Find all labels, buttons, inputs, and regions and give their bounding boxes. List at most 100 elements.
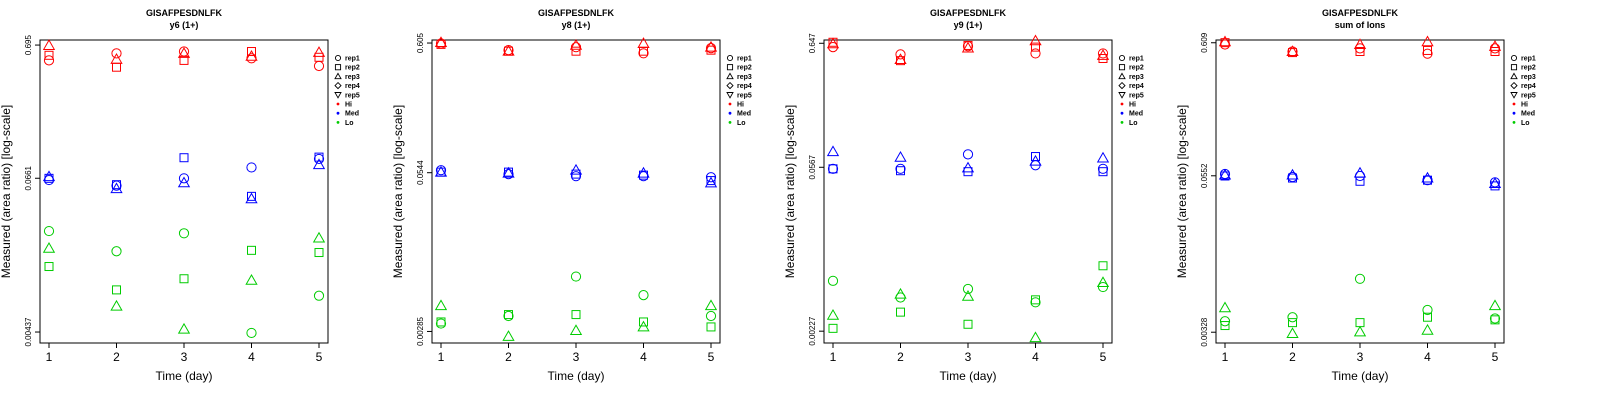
data-point-lo-rep1 [313,290,325,301]
data-point-med-rep3 [1286,168,1299,180]
chart-panel-2: GISAFPESDNLFK y8 (1+) 1 2 3 4 5 0.00285 0.0544 0.… [391,8,752,383]
data-point-lo-rep3 [894,287,907,299]
data-point-med-rep3 [110,182,123,194]
x-tick-label: 2 [897,350,904,364]
legend-label: rep2 [737,65,752,72]
legend-label: rep5 [737,92,752,99]
data-point-med-rep1 [503,169,514,180]
x-tick-label: 1 [438,350,445,364]
legend-label: Lo [737,120,746,127]
chart-title: GISAFPESDNLFK [930,8,1007,18]
x-tick-label: 5 [1100,350,1107,364]
data-point-lo-rep2 [112,285,121,295]
legend-symbol [726,54,734,62]
legend-symbol [1510,54,1518,62]
legend-color-dot [1120,102,1124,106]
legend-color-dot [1120,121,1124,124]
legend-symbol [1118,81,1126,90]
legend-label: rep5 [345,92,360,99]
data-point-med-rep1 [1219,168,1231,180]
data-point-med-rep3 [312,158,326,170]
legend-label: rep2 [1129,65,1144,72]
legend: rep1 rep2 rep3 rep4 rep5 Hi Med Lo [1118,54,1144,127]
legend-label: rep4 [737,83,752,90]
y-tick-label: 0.609 [1200,32,1209,53]
data-point-med-rep1 [827,163,839,174]
data-point-lo-rep1 [246,327,257,339]
data-point-hi-rep3 [1218,35,1232,47]
legend: rep1 rep2 rep3 rep4 rep5 Hi Med Lo [726,54,752,127]
x-axis-label: Time (day) [548,369,605,383]
data-point-lo-rep3 [961,290,975,301]
data-point-hi-rep3 [894,53,907,65]
y-tick-label: 0.00328 [1200,317,1209,346]
data-point-lo-rep2 [179,274,189,284]
data-point-hi-rep3 [42,39,56,50]
data-point-lo-rep3 [1029,331,1042,343]
data-point-hi-rep1 [638,48,649,59]
data-point-lo-rep1 [1219,316,1231,327]
data-point-med-rep3 [1096,151,1110,163]
legend-symbol [1510,81,1518,90]
x-tick-label: 2 [505,350,512,364]
data-point-med-rep2 [896,166,905,176]
legend-color-dot [728,111,732,115]
legend-symbol [726,92,734,99]
data-point-med-rep1 [435,165,447,176]
data-point-lo-rep3 [42,241,56,253]
data-point-lo-rep3 [826,309,840,320]
data-point-hi-rep3 [177,47,191,58]
legend-label: Hi [1129,102,1136,109]
data-point-hi-rep1 [705,43,717,54]
legend-label: rep5 [1521,92,1536,99]
legend-label: Lo [1521,120,1530,127]
legend-label: rep1 [737,56,752,63]
legend-label: rep4 [1129,83,1144,90]
legend-label: rep2 [1521,65,1536,72]
chart-subtitle: y6 (1+) [170,20,199,30]
legend: rep1 rep2 rep3 rep4 rep5 Hi Med Lo [334,54,360,127]
chart-subtitle: sum of Ions [1335,20,1386,30]
data-point-lo-rep3 [1286,327,1299,339]
data-point-hi-rep3 [245,49,258,61]
data-point-lo-rep3 [177,322,191,334]
data-point-med-rep1 [962,149,974,160]
data-point-lo-rep2 [504,310,513,320]
legend-label: rep3 [1521,74,1536,81]
data-point-med-rep1 [1097,163,1109,174]
data-point-lo-rep2 [44,262,54,272]
data-point-lo-rep3 [1218,301,1232,313]
data-point-hi-rep3 [1421,35,1434,47]
legend-symbol [1510,64,1518,71]
x-tick-label: 5 [1492,350,1499,364]
data-point-med-rep3 [1421,171,1434,183]
chart-subtitle: y9 (1+) [954,20,983,30]
y-axis-label: Measured (area ratio) [log-scale] [0,105,13,278]
data-point-hi-rep3 [1488,40,1502,51]
data-point-lo-rep1 [1097,281,1109,293]
data-point-lo-rep2 [571,310,581,320]
chart-subtitle: y8 (1+) [562,20,591,30]
x-tick-label: 2 [113,350,120,364]
data-point-lo-rep2 [828,323,838,333]
x-tick-label: 4 [1032,350,1039,364]
data-point-hi-rep2 [1490,47,1500,57]
data-point-lo-rep2 [639,317,648,327]
y-tick-label: 0.605 [416,32,425,53]
data-point-med-rep2 [1355,176,1365,186]
x-tick-label: 1 [46,350,53,364]
data-point-hi-rep2 [247,47,256,57]
y-tick-label: 0.0567 [808,154,817,179]
data-point-hi-rep2 [571,46,581,56]
x-tick-label: 1 [1222,350,1229,364]
data-point-hi-rep3 [704,40,718,52]
legend-label: Hi [737,102,744,109]
data-point-lo-rep2 [1098,261,1108,271]
data-point-lo-rep2 [1220,321,1230,331]
data-point-lo-rep3 [704,299,718,311]
data-point-med-rep2 [247,191,256,201]
legend-label: Hi [1521,102,1528,109]
data-point-med-rep2 [1031,152,1040,162]
data-point-med-rep3 [894,150,907,162]
legend-symbol [1510,92,1518,99]
